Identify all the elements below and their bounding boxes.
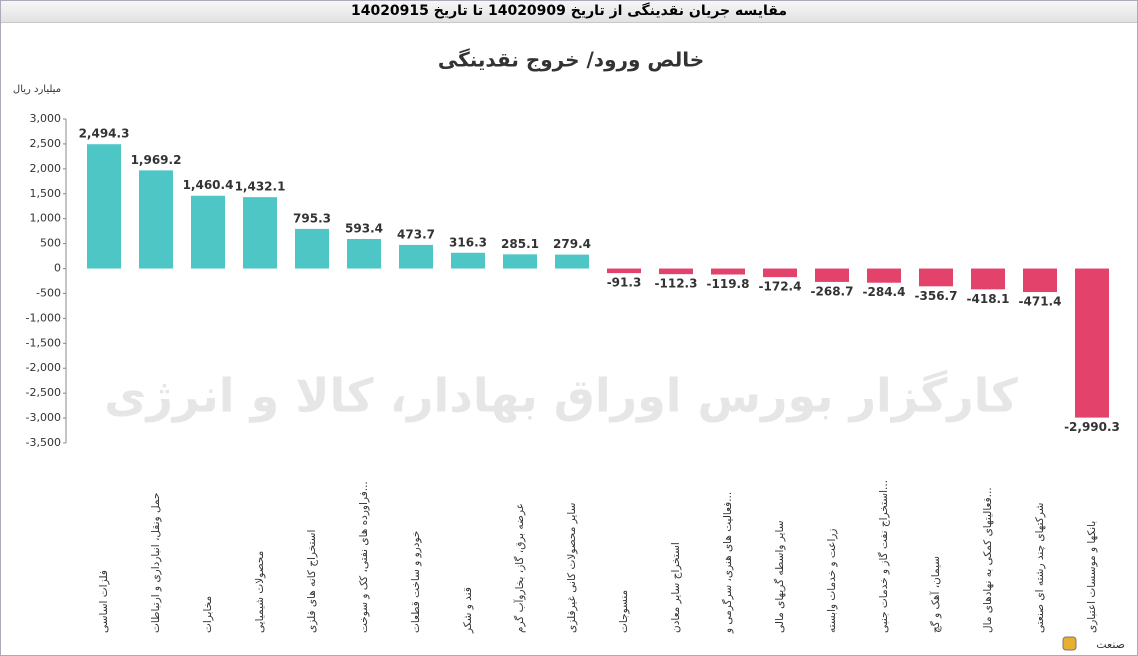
x-tick-label: سایر محصولات کانی غیرفلزی bbox=[566, 503, 578, 633]
bar bbox=[1075, 268, 1109, 418]
value-label: -112.3 bbox=[655, 277, 698, 291]
bar bbox=[191, 195, 225, 269]
y-tick-label: 1,000 bbox=[30, 212, 62, 225]
y-tick-label: 500 bbox=[40, 237, 61, 250]
icon[interactable] bbox=[1062, 636, 1077, 651]
bar bbox=[607, 268, 641, 274]
bar bbox=[347, 238, 381, 269]
x-tick-label: بانکها و موسسات اعتباری bbox=[1086, 521, 1098, 633]
y-tick-label: -1,500 bbox=[26, 336, 61, 349]
y-axis-label: میلیارد ریال bbox=[13, 84, 61, 95]
value-label: -268.7 bbox=[811, 284, 854, 298]
value-label: 795.3 bbox=[293, 211, 331, 225]
x-tick-label: زراعت و خدمات وابسته bbox=[826, 528, 838, 633]
value-label: -356.7 bbox=[915, 289, 958, 303]
x-tick-label: محصولات شیمیایی bbox=[254, 551, 266, 633]
x-tick-label: منسوجات bbox=[618, 590, 630, 633]
value-label: 2,494.3 bbox=[79, 127, 130, 141]
value-label: 1,460.4 bbox=[183, 178, 234, 192]
bar bbox=[399, 244, 433, 269]
x-tick-label: استخراج کانه های فلزی bbox=[306, 530, 318, 633]
chart-title: خالص ورود/ خروج نقدینگی bbox=[438, 48, 704, 72]
y-tick-label: -2,000 bbox=[26, 361, 61, 374]
x-axis-label: صنعت bbox=[1096, 638, 1125, 651]
value-label: -2,990.3 bbox=[1064, 420, 1120, 434]
x-tick-label: استخراج نفت گاز و خدمات جنبی... bbox=[877, 480, 890, 633]
x-tick-label: خودرو و ساخت قطعات bbox=[410, 531, 422, 633]
y-tick-label: 3,000 bbox=[30, 112, 62, 125]
value-label: 1,432.1 bbox=[235, 180, 286, 194]
bar bbox=[555, 254, 589, 269]
window-title: مقایسه جریان نقدینگی از تاریخ 14020909 ت… bbox=[1, 1, 1137, 23]
y-tick-label: 0 bbox=[54, 262, 61, 275]
y-tick-label: -1,000 bbox=[26, 311, 61, 324]
value-label: -91.3 bbox=[607, 276, 642, 290]
x-tick-label: فعالیت های هنری، سرگرمی و... bbox=[721, 492, 734, 634]
watermark: کارگزار بورس اوراق بهادار، کالا و انرژی bbox=[104, 369, 1018, 423]
bar bbox=[295, 228, 329, 269]
y-tick-label: -3,000 bbox=[26, 411, 61, 424]
bar bbox=[451, 252, 485, 269]
x-tick-label: سایر واسطه گریهای مالی bbox=[773, 520, 786, 633]
x-tick-label: فعالیتهای کمکی به نهادهای مال... bbox=[982, 487, 994, 633]
x-tick-label: فراورده های نفتی، کک و سوخت... bbox=[358, 481, 370, 633]
bar bbox=[243, 197, 277, 269]
bar bbox=[867, 268, 901, 283]
bar bbox=[139, 170, 173, 269]
value-label: 316.3 bbox=[449, 235, 487, 249]
value-label: -119.8 bbox=[707, 277, 750, 291]
y-tick-label: 2,500 bbox=[30, 137, 62, 150]
y-tick-label: -2,500 bbox=[26, 386, 61, 399]
y-tick-label: 2,000 bbox=[30, 162, 62, 175]
x-tick-label: سیمان، آهک و گچ bbox=[929, 556, 942, 633]
bar bbox=[659, 268, 693, 275]
value-label: -284.4 bbox=[863, 285, 906, 299]
x-tick-label: قند و شکر bbox=[462, 587, 474, 634]
x-tick-label: حمل ونقل، انبارداری و ارتباطات bbox=[150, 493, 162, 633]
y-tick-label: -500 bbox=[36, 286, 61, 299]
bar bbox=[1023, 268, 1057, 293]
bar bbox=[971, 268, 1005, 290]
bar bbox=[503, 254, 537, 269]
value-label: 285.1 bbox=[501, 237, 539, 251]
y-tick-label: -3,500 bbox=[26, 436, 61, 449]
value-label: 1,969.2 bbox=[131, 153, 182, 167]
bar bbox=[763, 268, 797, 278]
value-label: 279.4 bbox=[553, 237, 591, 251]
chart: خالص ورود/ خروج نقدینگی میلیارد ریال کار… bbox=[13, 48, 1125, 652]
x-tick-label: استخراج سایر معادن bbox=[670, 542, 682, 633]
bar bbox=[711, 268, 745, 275]
value-label: -172.4 bbox=[759, 280, 802, 294]
x-tick-label: عرضه برق، گاز، بخاروآب گرم bbox=[513, 503, 526, 633]
value-label: 473.7 bbox=[397, 227, 435, 241]
x-tick-label: فلزات اساسی bbox=[98, 570, 110, 633]
value-label: -471.4 bbox=[1019, 295, 1062, 309]
value-label: -418.1 bbox=[967, 292, 1010, 306]
y-tick-label: 1,500 bbox=[30, 187, 62, 200]
bar bbox=[919, 268, 953, 287]
bar bbox=[87, 144, 121, 269]
bar bbox=[815, 268, 849, 282]
x-tick-label: شرکتهای چند رشته ای صنعتی bbox=[1034, 503, 1046, 633]
value-label: 593.4 bbox=[345, 221, 383, 235]
x-tick-label: مخابرات bbox=[202, 596, 214, 633]
